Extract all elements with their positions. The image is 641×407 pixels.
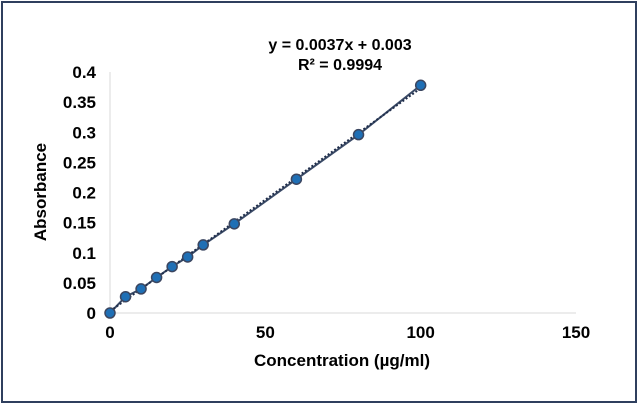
marker-layer bbox=[104, 79, 427, 319]
r-squared-label: R² = 0.9994 bbox=[298, 57, 382, 74]
y-tick-label: 0.25 bbox=[63, 153, 96, 172]
data-point bbox=[352, 128, 365, 141]
data-point bbox=[104, 307, 116, 319]
data-point bbox=[290, 173, 303, 185]
y-tick-label: 0.15 bbox=[63, 214, 96, 233]
data-point bbox=[414, 79, 427, 92]
x-tick-label: 100 bbox=[406, 323, 434, 342]
data-point bbox=[228, 218, 241, 230]
y-tick-label: 0.1 bbox=[72, 244, 96, 263]
x-axis-title: Concentration (µg/ml) bbox=[254, 351, 430, 370]
axes bbox=[109, 72, 576, 314]
data-point bbox=[197, 239, 209, 251]
data-point bbox=[166, 260, 178, 273]
data-point bbox=[119, 290, 132, 303]
y-tick-label: 0.35 bbox=[63, 93, 96, 112]
data-point bbox=[181, 251, 194, 263]
y-tick-label: 0.05 bbox=[63, 274, 96, 293]
y-tick-labels: 0 0.05 0.1 0.15 0.2 0.25 0.3 0.35 0.4 bbox=[63, 63, 97, 323]
data-point bbox=[150, 271, 163, 284]
x-tick-label: 50 bbox=[256, 323, 275, 342]
y-tick-label: 0 bbox=[87, 304, 96, 323]
trendline-equation: y = 0.0037x + 0.003 bbox=[268, 37, 411, 54]
x-tick-labels: 0 50 100 150 bbox=[105, 323, 590, 342]
y-tick-label: 0.3 bbox=[72, 123, 96, 142]
y-tick-label: 0.2 bbox=[72, 184, 96, 203]
y-tick-label: 0.4 bbox=[72, 63, 96, 82]
x-tick-label: 0 bbox=[105, 323, 114, 342]
y-axis-title: Absorbance bbox=[31, 143, 50, 241]
data-point bbox=[135, 283, 147, 295]
x-tick-label: 150 bbox=[562, 323, 590, 342]
